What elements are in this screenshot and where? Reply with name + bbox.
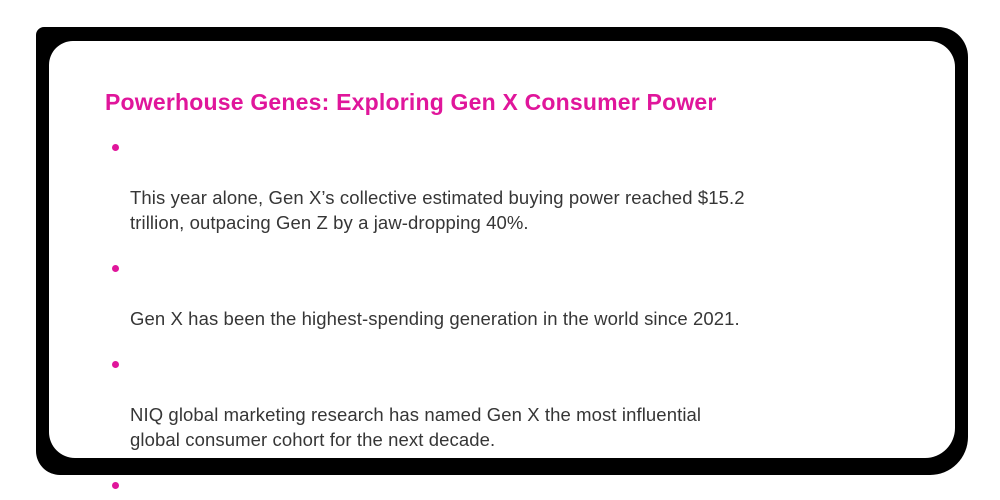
bullet-text: NIQ global marketing research has named … <box>130 404 702 450</box>
bullet-text: This year alone, Gen X’s collective esti… <box>130 187 745 233</box>
bullet-dot-icon <box>112 361 119 368</box>
list-item: This year alone, Gen X’s collective esti… <box>105 135 895 235</box>
card-border: Powerhouse Genes: Exploring Gen X Consum… <box>36 27 968 489</box>
bullet-list: This year alone, Gen X’s collective esti… <box>105 135 895 500</box>
page-title: Powerhouse Genes: Exploring Gen X Consum… <box>105 89 717 115</box>
bullet-dot-icon <box>112 144 119 151</box>
card: Powerhouse Genes: Exploring Gen X Consum… <box>49 41 955 489</box>
bullet-text: Gen X has been the highest-spending gene… <box>130 308 740 329</box>
bullet-dot-icon <box>112 482 119 489</box>
list-item: NIQ global marketing research has named … <box>105 352 895 452</box>
bullet-dot-icon <box>112 265 119 272</box>
list-item: Gen X has been the highest-spending gene… <box>105 256 895 331</box>
list-item: In the next five years, Gen X is project… <box>105 473 895 500</box>
